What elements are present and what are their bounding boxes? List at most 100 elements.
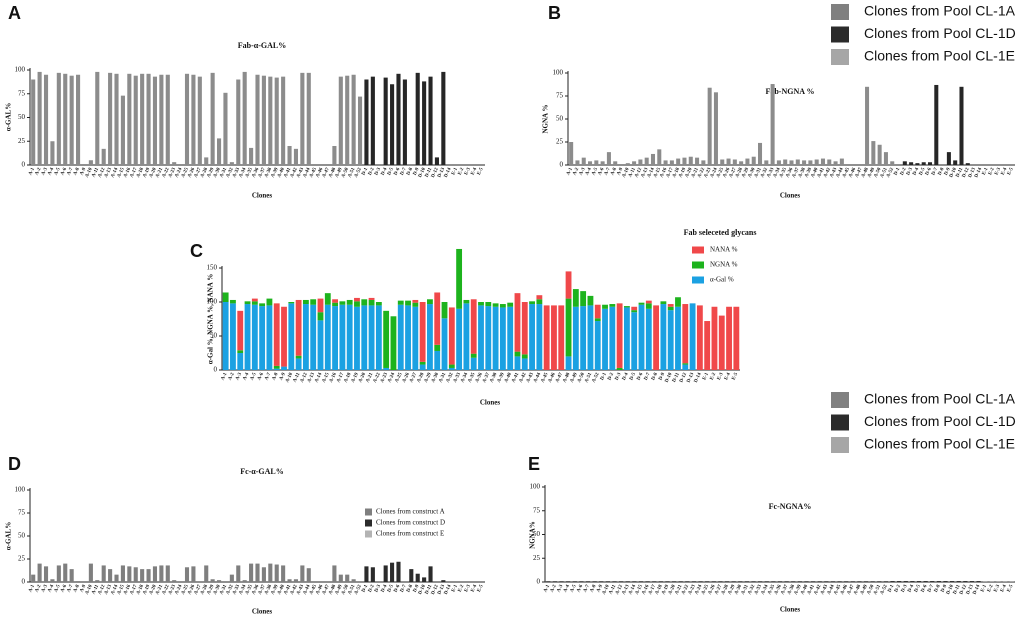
x-tick-label: D-5: [914, 584, 922, 594]
bar: [56, 72, 61, 165]
x-tick-label: A-4: [585, 167, 593, 177]
y-tick-label: 50: [556, 115, 564, 123]
bar: [870, 581, 875, 582]
bar-segment: [295, 358, 302, 370]
bar-segment: [594, 321, 601, 370]
bar: [936, 581, 941, 582]
bar-segment: [682, 364, 689, 370]
bar: [877, 581, 882, 582]
bar: [37, 563, 42, 582]
bar: [50, 579, 55, 582]
chart-title: Fab-NGNA %: [765, 87, 814, 96]
bar: [669, 160, 674, 165]
x-tick-label: A-15: [653, 167, 662, 179]
bar-segment: [266, 305, 273, 370]
bar-segment: [324, 304, 331, 370]
bar: [698, 581, 703, 582]
bar-segment: [317, 312, 324, 321]
legend-swatch: [831, 4, 849, 20]
x-tick-label: A-21: [155, 584, 164, 596]
x-tick-label: A-31: [741, 584, 750, 596]
x-tick-label: E-2: [987, 584, 995, 593]
x-tick-label: A-21: [366, 372, 375, 384]
x-tick-label: A-22: [162, 584, 171, 596]
bar: [172, 162, 177, 165]
x-tick-label: A-52: [354, 584, 363, 596]
x-tick-label: A-30: [748, 167, 757, 179]
bar-segment: [427, 304, 433, 370]
x-tick-label: D-1: [894, 167, 902, 177]
bar: [817, 581, 822, 582]
bar: [797, 581, 802, 582]
bar: [364, 566, 369, 582]
x-tick-label: D-4: [381, 584, 389, 594]
x-tick-label: A-39: [794, 584, 803, 596]
bar-segment: [594, 304, 601, 319]
x-tick-label: A-30: [734, 584, 743, 596]
x-tick-label: A-34: [773, 167, 782, 179]
bar: [255, 74, 260, 165]
bar: [588, 161, 593, 165]
bar: [229, 574, 234, 582]
x-tick-label: A-22: [681, 584, 690, 596]
x-tick-label: A-38: [264, 167, 273, 179]
x-tick-label: A-51: [348, 584, 357, 596]
bar: [638, 159, 643, 165]
y-tick-label: 75: [18, 89, 26, 97]
x-tick-label: A-36: [475, 372, 484, 384]
x-tick-label: A-1: [543, 584, 551, 594]
bar: [594, 160, 599, 165]
bar-segment: [441, 302, 448, 319]
bar-segment: [653, 305, 660, 370]
y-axis-label: α-GAL%: [5, 103, 13, 131]
bar: [133, 75, 138, 165]
bar: [927, 162, 933, 165]
bar: [711, 581, 716, 582]
bar: [758, 142, 763, 165]
x-tick-label: E-1: [702, 372, 710, 381]
bar: [197, 76, 202, 165]
bar-segment: [251, 304, 258, 370]
bar-segment: [558, 305, 565, 370]
bar: [546, 581, 551, 582]
bar: [281, 565, 286, 582]
bar: [606, 152, 611, 165]
bar-segment: [667, 304, 674, 307]
bar-segment: [572, 289, 579, 307]
bar-segment: [397, 304, 404, 370]
chart-title: Fc-NGNA%: [769, 502, 812, 511]
bar: [402, 79, 407, 165]
bar: [274, 77, 279, 165]
bar: [268, 563, 273, 582]
bar-segment: [521, 302, 528, 355]
x-axis-label: Clones: [480, 399, 501, 407]
bar: [771, 581, 776, 582]
x-tick-label: D-14: [974, 167, 983, 179]
x-tick-label: A-28: [417, 372, 426, 384]
x-tick-label: D-5: [919, 167, 927, 177]
bar: [921, 162, 926, 165]
bar-segment: [470, 353, 477, 358]
bar: [101, 565, 106, 582]
x-tick-label: A-26: [187, 584, 196, 596]
x-tick-label: A-2: [35, 584, 43, 594]
x-tick-label: A-49: [570, 372, 579, 384]
y-tick-label: 100: [15, 486, 26, 494]
x-tick-label: A-13: [622, 584, 631, 596]
bar-segment: [507, 302, 514, 307]
bar-segment: [295, 355, 302, 359]
x-tick-label: A-10: [85, 584, 94, 596]
x-tick-label: D-1: [361, 167, 369, 177]
x-tick-label: D-8: [406, 584, 414, 594]
x-tick-label: A-31: [219, 584, 228, 596]
bar: [159, 565, 164, 582]
bar: [370, 76, 375, 165]
bar: [581, 157, 586, 165]
x-tick-label: A-51: [880, 167, 889, 179]
bar-segment: [507, 306, 514, 370]
bar: [976, 581, 981, 582]
x-tick-label: D-8: [938, 167, 946, 177]
x-tick-label: A-51: [584, 372, 593, 384]
bar: [127, 73, 132, 165]
